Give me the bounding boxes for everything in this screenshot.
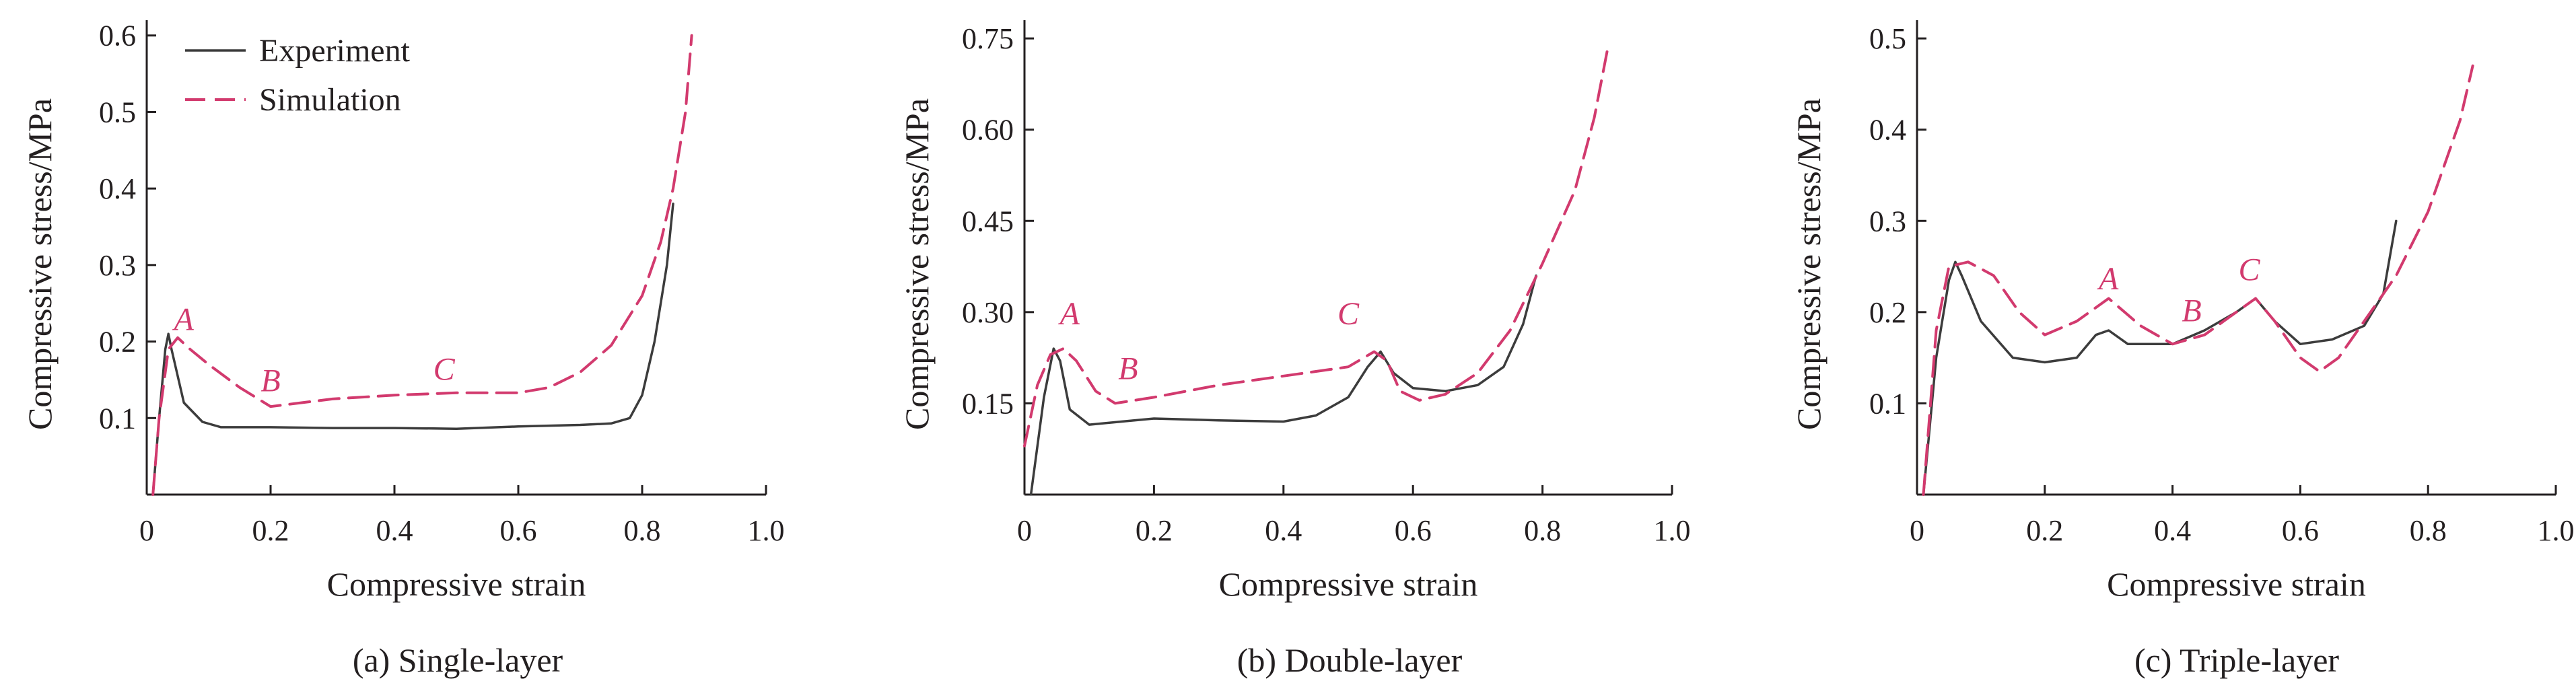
y-tick-label: 0.5	[1869, 22, 1906, 55]
y-tick-label: 0.4	[99, 172, 136, 205]
y-tick-label: 0.15	[962, 387, 1014, 420]
panel-caption: (a) Single-layer	[353, 641, 563, 679]
chart-panel-2: 0 0.2 0.4 0.6 0.8 1.0 0.15 0.30 0.45 0.60 0.75 Comp…	[898, 20, 1691, 679]
x-tick-label: 0.4	[2154, 514, 2191, 547]
chart-panel-3: 0 0.2 0.4 0.6 0.8 1.0 0.1 0.2 0.3 0.4 0.5 Compressi…	[1790, 20, 2575, 679]
annotation-a: A	[2097, 261, 2119, 297]
x-tick-label: 0.4	[376, 514, 413, 547]
x-tick-label: 0.6	[500, 514, 537, 547]
y-tick-label: 0.45	[962, 205, 1014, 238]
panel-caption: (c) Triple-layer	[2134, 641, 2339, 679]
x-tick-label: 0	[139, 514, 154, 547]
annotation-b: B	[1118, 351, 1138, 386]
legend: Experiment Simulation	[185, 33, 411, 118]
x-tick-label: 0.4	[1265, 514, 1302, 547]
y-tick-label: 0.2	[99, 326, 136, 359]
y-tick-label: 0.75	[962, 22, 1014, 55]
x-tick-label: 1.0	[2538, 514, 2575, 547]
annotation-b: B	[260, 363, 280, 398]
x-tick-label: 0.8	[1524, 514, 1561, 547]
legend-experiment-label: Experiment	[259, 33, 411, 69]
experiment-series-line	[1029, 274, 1537, 496]
x-tick-label: 0	[1017, 514, 1032, 547]
y-axis-label: Compressive stress/MPa	[898, 98, 936, 430]
y-tick-label: 0.30	[962, 296, 1014, 329]
x-tick-label: 0.2	[1136, 514, 1173, 547]
annotation-a: A	[1058, 296, 1080, 332]
y-tick-label: 0.1	[99, 402, 136, 435]
y-axis-label: Compressive stress/MPa	[21, 98, 59, 430]
y-tick-label: 0.6	[99, 20, 136, 52]
y-axis-label: Compressive stress/MPa	[1790, 98, 1827, 430]
annotation-c: C	[433, 351, 456, 387]
y-tick-label: 0.3	[99, 249, 136, 282]
y-tick-label: 0.1	[1869, 387, 1906, 420]
panel-caption: (b) Double-layer	[1237, 641, 1463, 679]
simulation-series-line	[151, 34, 693, 496]
x-tick-label: 0	[1910, 514, 1924, 547]
x-tick-label: 0.2	[2026, 514, 2063, 547]
x-axis-label: Compressive strain	[327, 565, 586, 603]
x-tick-label: 0.2	[252, 514, 289, 547]
annotation-b: B	[2182, 293, 2201, 328]
y-tick-label: 0.2	[1869, 296, 1906, 329]
simulation-series-line	[1023, 49, 1609, 447]
experiment-series-line	[1922, 219, 2398, 496]
y-tick-label: 0.4	[1869, 114, 1906, 147]
x-tick-label: 1.0	[748, 514, 785, 547]
experiment-series-line	[151, 203, 674, 496]
x-axis-label: Compressive strain	[2107, 565, 2366, 603]
x-axis-label: Compressive strain	[1219, 565, 1478, 603]
simulation-series-line	[1922, 64, 2474, 496]
x-tick-label: 0.8	[624, 514, 661, 547]
annotation-c: C	[2238, 252, 2260, 287]
x-tick-label: 1.0	[1654, 514, 1691, 547]
y-tick-label: 0.5	[99, 96, 136, 129]
annotation-c: C	[1337, 296, 1360, 332]
chart-panel-1: 0 0.2 0.4 0.6 0.8 1.0 0.1 0.2 0.3 0.4 0.5 0.6 Compre…	[21, 20, 785, 679]
y-tick-label: 0.60	[962, 114, 1014, 147]
x-tick-label: 0.6	[2282, 514, 2319, 547]
legend-simulation-label: Simulation	[259, 82, 401, 118]
x-tick-label: 0.8	[2410, 514, 2447, 547]
x-tick-label: 0.6	[1395, 514, 1432, 547]
annotation-a: A	[172, 302, 195, 338]
y-tick-label: 0.3	[1869, 205, 1906, 238]
